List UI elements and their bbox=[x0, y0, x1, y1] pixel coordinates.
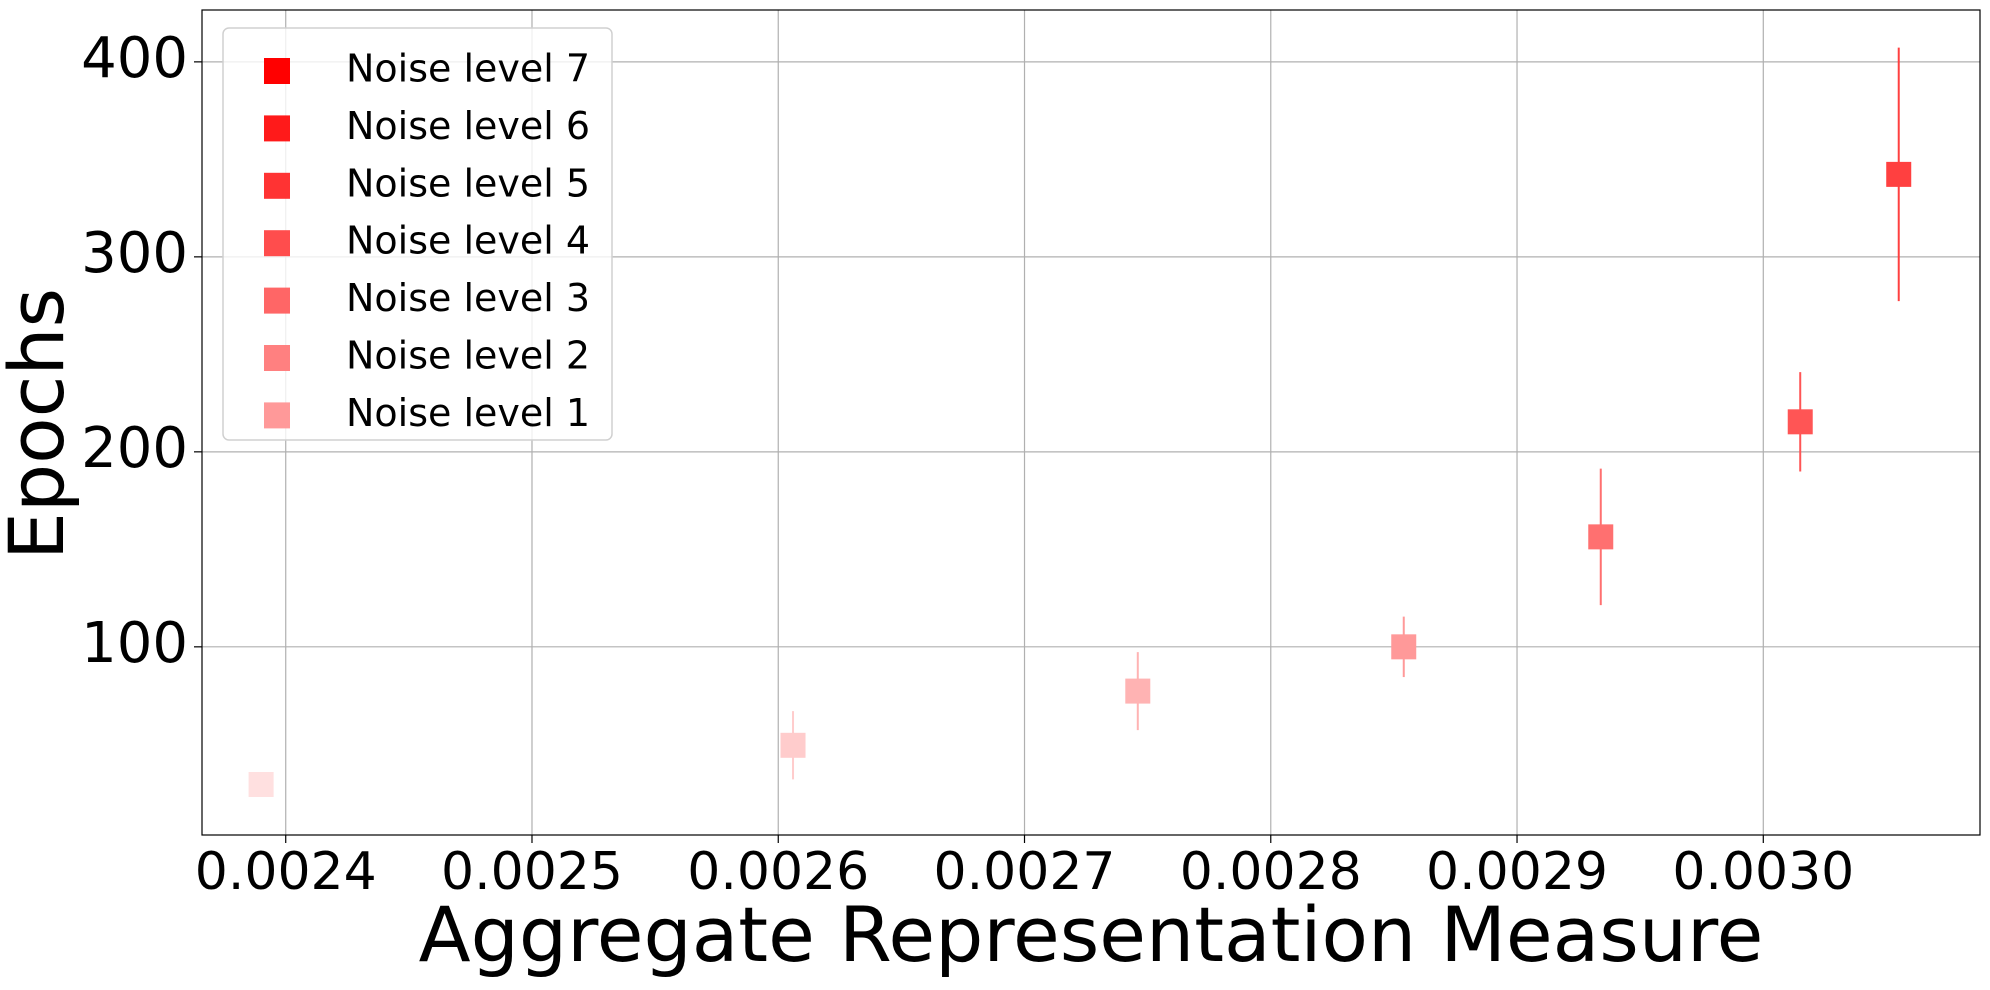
y-tick-label: 200 bbox=[81, 416, 188, 481]
legend-label: Noise level 2 bbox=[346, 334, 590, 378]
marker bbox=[780, 732, 806, 758]
x-tick-label: 0.0030 bbox=[1672, 842, 1854, 902]
x-tick-label: 0.0028 bbox=[1180, 842, 1362, 902]
x-tick-label: 0.0027 bbox=[934, 842, 1116, 902]
x-tick-label: 0.0029 bbox=[1426, 842, 1608, 902]
legend-label: Noise level 5 bbox=[346, 161, 590, 205]
legend-marker bbox=[264, 58, 290, 84]
legend-label: Noise level 7 bbox=[346, 47, 590, 91]
marker bbox=[248, 771, 274, 797]
marker bbox=[1787, 409, 1813, 435]
y-tick-label: 100 bbox=[81, 611, 188, 676]
legend-marker bbox=[264, 287, 290, 314]
x-tick-label: 0.0026 bbox=[687, 842, 869, 902]
x-tick-label: 0.0025 bbox=[441, 842, 623, 902]
legend-marker bbox=[264, 115, 290, 142]
y-tick-label: 300 bbox=[81, 221, 188, 286]
legend-marker bbox=[264, 230, 290, 257]
legend-box bbox=[222, 27, 613, 441]
legend-label: Noise level 3 bbox=[346, 276, 590, 320]
y-tick-label: 400 bbox=[81, 26, 188, 91]
legend-label: Noise level 4 bbox=[346, 219, 590, 263]
x-tick-label: 0.0024 bbox=[195, 842, 377, 902]
legend-marker bbox=[264, 345, 290, 371]
marker bbox=[1886, 161, 1912, 187]
legend-label: Noise level 6 bbox=[346, 104, 590, 148]
x-axis-label: Aggregate Representation Measure bbox=[419, 890, 1764, 979]
plot-frame bbox=[201, 9, 1981, 836]
legend-marker bbox=[264, 172, 290, 199]
marker bbox=[1391, 634, 1417, 660]
y-axis-label: Epochs bbox=[0, 288, 81, 560]
legend-marker bbox=[264, 402, 290, 429]
marker bbox=[1588, 524, 1614, 550]
marker bbox=[1125, 678, 1151, 704]
legend-label: Noise level 1 bbox=[346, 391, 590, 435]
